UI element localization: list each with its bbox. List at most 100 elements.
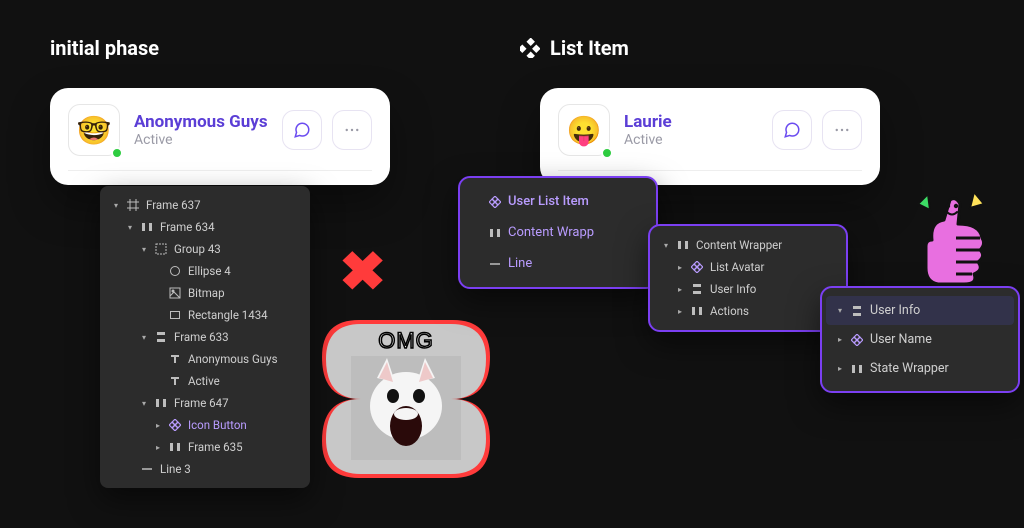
component-icon: [690, 260, 704, 274]
right-column: List Item 😛 Laurie Active User List: [520, 0, 990, 185]
layer-label: Frame 635: [188, 440, 243, 454]
layer-row[interactable]: Ellipse 4: [104, 260, 306, 282]
card-actions: [772, 110, 862, 150]
text-icon: [168, 374, 182, 388]
user-name: Laurie: [624, 112, 758, 132]
user-card-row: 😛 Laurie Active: [558, 104, 862, 156]
autolayout-h-icon: [168, 440, 182, 454]
layer-label: User Info: [870, 303, 920, 318]
layer-row[interactable]: Content Wrapp: [464, 217, 652, 248]
layer-panel-a[interactable]: User List Item Content WrappLine: [458, 176, 658, 289]
component-icon: [488, 195, 502, 209]
chevron-icon[interactable]: ▾: [112, 201, 120, 210]
user-card-row: 🤓 Anonymous Guys Active: [68, 104, 372, 156]
layer-row[interactable]: ▸ Actions: [654, 300, 842, 322]
frame-icon: [126, 198, 140, 212]
chevron-icon[interactable]: ▾: [140, 333, 148, 342]
left-heading-text: initial phase: [50, 36, 159, 60]
layer-row[interactable]: Active: [104, 370, 306, 392]
layer-label: Frame 634: [160, 220, 215, 234]
layer-row[interactable]: ▾Frame 633: [104, 326, 306, 348]
text-icon: [168, 352, 182, 366]
component-set-icon: [520, 38, 540, 58]
layer-label: Rectangle 1434: [188, 308, 268, 322]
layer-row[interactable]: ▾ Frame 634: [104, 216, 306, 238]
layer-row[interactable]: Bitmap: [104, 282, 306, 304]
layer-label: User Name: [870, 332, 932, 347]
chevron-icon[interactable]: ▾: [140, 245, 148, 254]
autolayout-h-icon: [488, 226, 502, 240]
layer-row[interactable]: Line 3: [104, 458, 306, 480]
chat-icon: [783, 121, 801, 139]
line-icon: [488, 257, 502, 271]
layer-row[interactable]: ▾Group 43: [104, 238, 306, 260]
layer-row[interactable]: ▸ State Wrapper: [826, 354, 1014, 383]
layer-label: Actions: [710, 304, 749, 318]
presence-dot: [601, 147, 613, 159]
layer-row[interactable]: Anonymous Guys: [104, 348, 306, 370]
group-icon: [154, 242, 168, 256]
layer-label: User Info: [710, 282, 756, 296]
left-column: initial phase 🤓 Anonymous Guys Active: [50, 0, 500, 185]
right-heading: List Item: [520, 36, 990, 60]
ellipse-icon: [168, 264, 182, 278]
meme-body: OMG: [326, 324, 486, 474]
user-status: Active: [134, 132, 268, 148]
layer-label: State Wrapper: [870, 361, 949, 376]
layer-label: List Avatar: [710, 260, 764, 274]
avatar-emoji: 🤓: [77, 114, 112, 147]
chevron-icon[interactable]: ▾: [836, 306, 844, 315]
layer-label: Line 3: [160, 462, 191, 476]
layer-label: Icon Button: [188, 418, 247, 432]
layer-panel-bad[interactable]: ▾Frame 637▾Frame 634▾Group 43Ellipse 4Bi…: [100, 186, 310, 488]
layer-row[interactable]: ▸ User Info: [654, 278, 842, 300]
chevron-icon[interactable]: ▸: [154, 443, 162, 452]
layer-row[interactable]: ▸ Frame 635: [104, 436, 306, 458]
layer-row[interactable]: ▸ Icon Button: [104, 414, 306, 436]
layer-row[interactable]: Line: [464, 248, 652, 279]
layer-label: Content Wrapper: [696, 238, 782, 252]
user-card-bad: 🤓 Anonymous Guys Active: [50, 88, 390, 185]
chat-button[interactable]: [282, 110, 322, 150]
autolayout-h-icon: [690, 304, 704, 318]
thumbs-up-sticker: [900, 190, 1000, 304]
layer-row[interactable]: User List Item: [464, 186, 652, 217]
more-button[interactable]: [332, 110, 372, 150]
right-heading-text: List Item: [550, 36, 629, 60]
user-text: Anonymous Guys Active: [134, 112, 268, 148]
chevron-icon[interactable]: ▸: [676, 285, 684, 294]
avatar: 🤓: [68, 104, 120, 156]
chevron-icon[interactable]: ▸: [154, 421, 162, 430]
chevron-icon[interactable]: ▾: [662, 241, 670, 250]
layer-label: Anonymous Guys: [188, 352, 278, 366]
line-icon: [140, 462, 154, 476]
layer-row[interactable]: ▾ Content Wrapper: [654, 234, 842, 256]
autolayout-v-icon: [850, 304, 864, 318]
chevron-icon[interactable]: ▸: [836, 364, 844, 373]
layer-row[interactable]: ▾Frame 637: [104, 194, 306, 216]
chevron-icon[interactable]: ▸: [836, 335, 844, 344]
more-button[interactable]: [822, 110, 862, 150]
avatar-emoji: 😛: [567, 114, 602, 147]
chevron-icon[interactable]: ▾: [140, 399, 148, 408]
layer-label: User List Item: [508, 194, 589, 209]
presence-dot: [111, 147, 123, 159]
layer-row[interactable]: ▾Frame 647: [104, 392, 306, 414]
layer-label: Active: [188, 374, 220, 388]
chevron-icon[interactable]: ▾: [126, 223, 134, 232]
layer-row[interactable]: ▸ User Name: [826, 325, 1014, 354]
autolayout-h-icon: [154, 396, 168, 410]
layer-label: Bitmap: [188, 286, 225, 300]
autolayout-h-icon: [676, 238, 690, 252]
chevron-icon[interactable]: ▸: [676, 263, 684, 272]
layer-panel-b[interactable]: ▾ Content Wrapper ▸ List Avatar ▸ User Info ▸ A…: [648, 224, 848, 332]
x-mark-icon: ✖: [339, 240, 387, 304]
chat-button[interactable]: [772, 110, 812, 150]
component-icon: [850, 333, 864, 347]
component-icon: [168, 418, 182, 432]
user-name: Anonymous Guys: [134, 112, 268, 132]
chevron-icon[interactable]: ▸: [676, 307, 684, 316]
layer-row[interactable]: ▸ List Avatar: [654, 256, 842, 278]
more-icon: [833, 121, 851, 139]
layer-row[interactable]: Rectangle 1434: [104, 304, 306, 326]
